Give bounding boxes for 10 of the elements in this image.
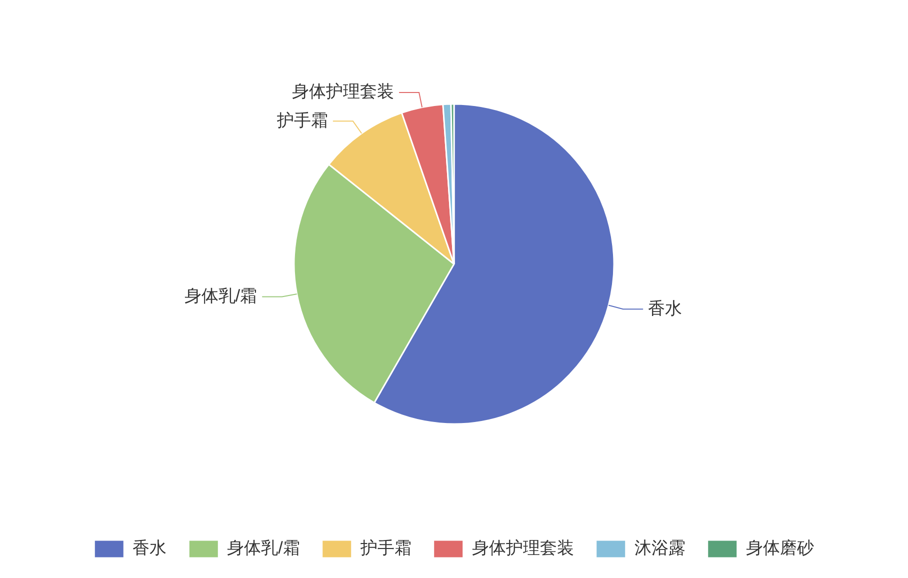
legend-label: 身体磨砂 xyxy=(746,538,814,558)
legend-label: 沐浴露 xyxy=(634,538,686,558)
legend-label: 护手霜 xyxy=(359,538,412,558)
legend-label: 身体乳/霜 xyxy=(227,538,300,558)
legend-label: 身体护理套装 xyxy=(472,538,574,558)
slice-label: 护手霜 xyxy=(276,110,328,130)
legend-label: 香水 xyxy=(132,538,167,558)
slice-label: 香水 xyxy=(648,298,682,318)
slice-label: 身体护理套装 xyxy=(292,82,394,102)
slice-label: 身体乳/霜 xyxy=(184,286,258,306)
